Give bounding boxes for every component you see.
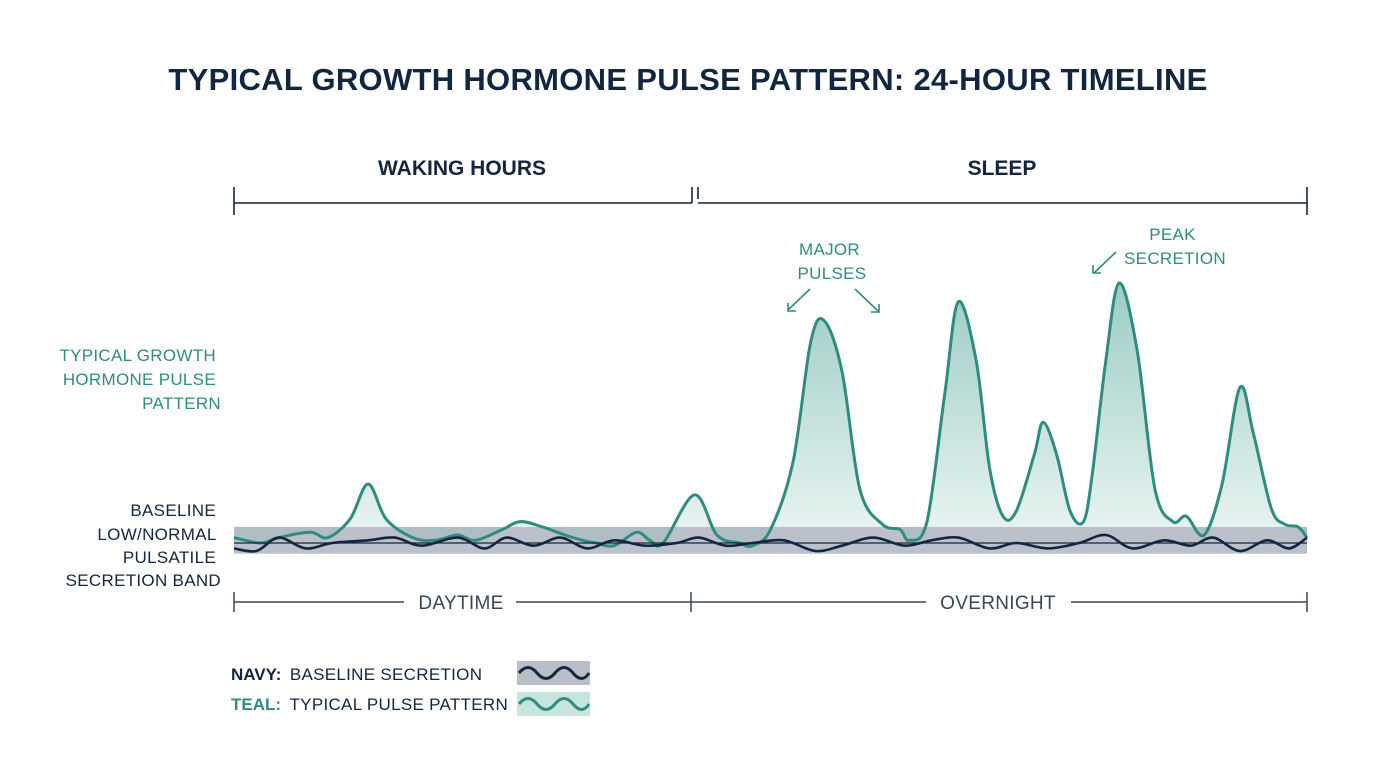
peak-secretion-annotation: PEAK SECRETION [1124,225,1226,268]
chart-title: TYPICAL GROWTH HORMONE PULSE PATTERN: 24… [168,62,1207,97]
pulse-pattern-area [234,282,1307,547]
major-pulses-arrows [787,288,880,313]
legend: NAVY: BASELINE SECRETION TEAL: TYPICAL P… [231,661,591,716]
waking-hours-label: WAKING HOURS [378,157,546,180]
legend-navy-swatch-wave [517,666,591,680]
sleep-bracket [697,187,1308,215]
legend-teal-swatch-wave [517,697,591,711]
baseline-secretion-line [233,533,1308,553]
baseline-band-side-label: BASELINE LOW/NORMAL PULSATILE SECRETION … [66,501,221,590]
legend-navy-entry: NAVY: BASELINE SECRETION [231,665,482,684]
overnight-label: OVERNIGHT [940,593,1056,614]
pulse-pattern-line [233,281,1309,548]
pulse-pattern-side-label: TYPICAL GROWTH HORMONE PULSE PATTERN [59,346,221,413]
peak-secretion-arrow [1092,251,1117,274]
phase-timeline [233,592,1308,612]
major-pulses-annotation: MAJOR PULSES [798,240,867,283]
legend-teal-entry: TEAL: TYPICAL PULSE PATTERN [231,695,508,714]
sleep-label: SLEEP [968,157,1037,180]
daytime-label: DAYTIME [418,593,503,614]
waking-hours-bracket [233,187,693,215]
